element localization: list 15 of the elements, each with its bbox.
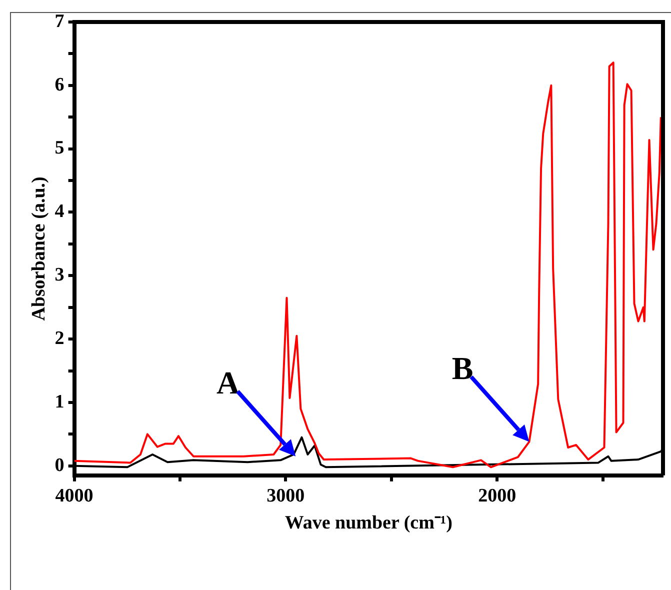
y-tick-label: 3 bbox=[54, 264, 64, 286]
y-tick-label: 4 bbox=[54, 201, 65, 222]
y-tick-label: 0 bbox=[54, 454, 64, 476]
x-axis-title: Wave number (cm⁻¹) bbox=[284, 512, 452, 534]
annotation: A bbox=[216, 364, 240, 401]
y-tick-label: 7 bbox=[54, 10, 65, 32]
y-tick-label: 6 bbox=[54, 74, 64, 96]
y-tick-label: 2 bbox=[54, 328, 64, 349]
y-tick-label: 5 bbox=[54, 138, 64, 159]
annotation: B bbox=[452, 350, 474, 386]
x-tick-label: 2000 bbox=[478, 486, 516, 507]
x-tick-label: 4000 bbox=[55, 486, 94, 507]
y-axis-title: Absorbance (a.u.) bbox=[28, 176, 50, 321]
y-tick-label: 1 bbox=[54, 391, 64, 412]
x-tick-label: 3000 bbox=[266, 486, 305, 507]
